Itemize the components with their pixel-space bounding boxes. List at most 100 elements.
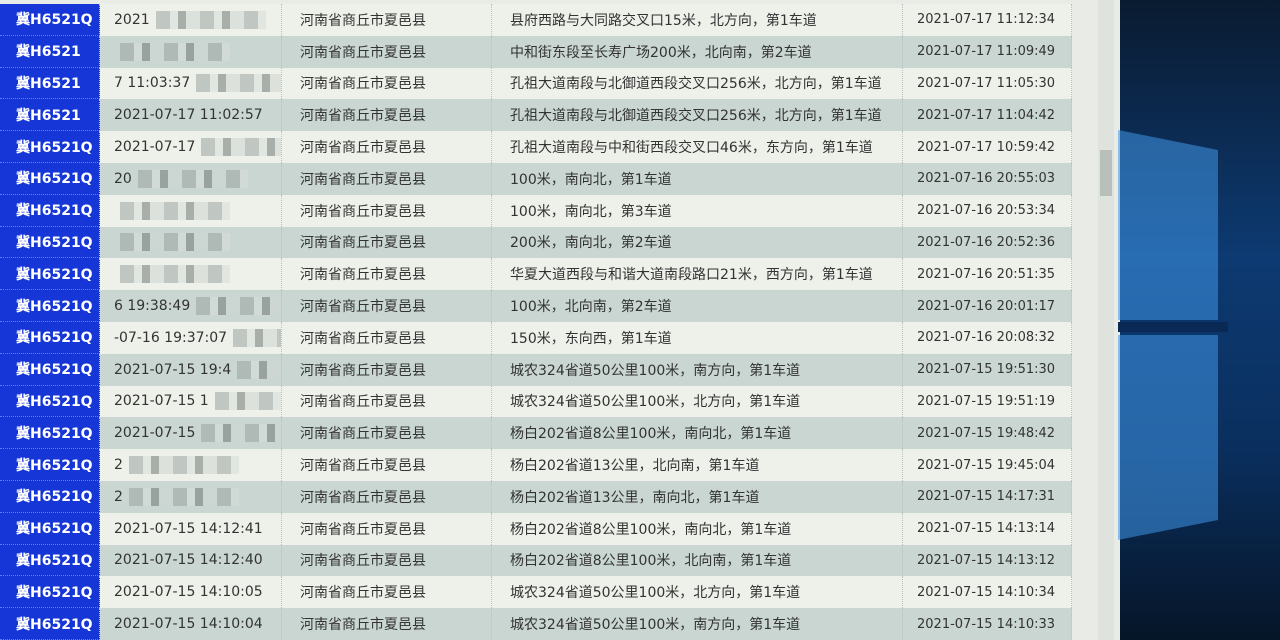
redaction-mosaic	[137, 169, 248, 188]
record-time-cell: 2021-07-16 20:53:34	[903, 194, 1072, 227]
capture-time-cell-text: -07-16 19:37:07	[114, 329, 228, 346]
record-time-cell: 2021-07-15 14:13:14	[903, 512, 1072, 545]
table-row[interactable]: 冀H6521 7 11:03:37 河南省商丘市夏邑县 孔祖大道南段与北御道西段交叉口…	[0, 67, 1072, 100]
plate-cell-text: 冀H6521Q	[16, 266, 93, 283]
location-cell-text: 城农324省道50公里100米，北方向，第1车道	[510, 585, 801, 602]
table-row[interactable]: 冀H6521Q 2 河南省商丘市夏邑县 杨白202省道13公里，北向南，第1车道 202…	[0, 449, 1072, 481]
plate-cell: 冀H6521Q	[0, 353, 100, 386]
location-cell-text: 杨白202省道13公里，南向北，第1车道	[510, 489, 760, 506]
plate-cell-text: 冀H6521Q	[16, 298, 93, 315]
region-cell-text: 河南省商丘市夏邑县	[300, 521, 426, 538]
plate-cell-text: 冀H6521Q	[16, 330, 93, 347]
record-time-cell-text: 2021-07-16 20:51:35	[917, 266, 1056, 282]
redaction-mosaic	[120, 233, 230, 252]
capture-time-cell-text: 2021-07-17	[114, 139, 196, 156]
location-cell-text: 杨白202省道13公里，北向南，第1车道	[510, 458, 760, 475]
vertical-scrollbar[interactable]	[1098, 0, 1114, 640]
table-row[interactable]: 冀H6521Q 2021-07-15 14:12:41 河南省商丘市夏邑县 杨白202…	[0, 512, 1072, 545]
redaction-mosaic	[155, 10, 266, 29]
table-row[interactable]: 冀H6521Q 2021-07-15 14:10:05 河南省商丘市夏邑县 城农324…	[0, 576, 1072, 609]
windows-logo-icon	[1118, 130, 1228, 540]
region-cell-text: 河南省商丘市夏邑县	[300, 617, 426, 634]
table-row[interactable]: 冀H6521Q 6 19:38:49 河南省商丘市夏邑县 100米，北向南，第2车道 2…	[0, 290, 1072, 322]
region-cell-text: 河南省商丘市夏邑县	[300, 140, 426, 157]
capture-time-cell: -07-16 19:37:07	[100, 321, 282, 354]
capture-time-cell-text: 7 11:03:37	[114, 75, 191, 92]
plate-cell: 冀H6521Q	[0, 290, 100, 322]
table-row[interactable]: 冀H6521Q 2021 河南省商丘市夏邑县 县府西路与大同路交叉口15米，北方向，第…	[0, 4, 1072, 36]
table-row[interactable]: 冀H6521 2021-07-17 11:02:57 河南省商丘市夏邑县 孔祖大道南段…	[0, 99, 1072, 132]
capture-time-cell: 2021-07-15 14:10:04	[100, 608, 282, 640]
table-row[interactable]: 冀H6521Q 2 河南省商丘市夏邑县 杨白202省道13公里，南向北，第1车道 202…	[0, 480, 1072, 513]
region-cell-text: 河南省商丘市夏邑县	[300, 362, 426, 379]
capture-time-cell-text: 2021	[114, 11, 150, 28]
redaction-mosaic	[128, 487, 239, 506]
region-cell: 河南省商丘市夏邑县	[282, 194, 492, 227]
table-row[interactable]: 冀H6521Q 河南省商丘市夏邑县 200米，南向北，第2车道 2021-07-16 …	[0, 226, 1072, 259]
capture-time-cell-text: 2021-07-15 1	[114, 393, 209, 410]
region-cell-text: 河南省商丘市夏邑县	[300, 203, 426, 220]
redaction-mosaic	[201, 424, 281, 443]
record-time-cell: 2021-07-16 20:01:17	[903, 290, 1072, 322]
location-cell: 杨白202省道13公里，南向北，第1车道	[492, 480, 903, 513]
location-cell: 孔祖大道南段与中和街西段交叉口46米，东方向，第1车道	[492, 131, 903, 163]
table-row[interactable]: 冀H6521Q 2021-07-15 14:12:40 河南省商丘市夏邑县 杨白202…	[0, 544, 1072, 577]
location-cell-text: 华夏大道西段与和谐大道南段路口21米，西方向，第1车道	[510, 267, 873, 284]
capture-time-cell: 6 19:38:49	[100, 290, 282, 322]
table-row[interactable]: 冀H6521Q 河南省商丘市夏邑县 华夏大道西段与和谐大道南段路口21米，西方向，第…	[0, 258, 1072, 291]
location-cell-text: 中和街东段至长寿广场200米，北向南，第2车道	[510, 44, 812, 61]
table-row[interactable]: 冀H6521Q 2021-07-15 1 河南省商丘市夏邑县 城农324省道50公里1…	[0, 385, 1072, 418]
redaction-mosaic	[120, 201, 230, 220]
record-time-cell-text: 2021-07-16 20:55:03	[917, 171, 1056, 187]
plate-cell: 冀H6521	[0, 35, 100, 68]
plate-cell: 冀H6521Q	[0, 480, 100, 513]
record-time-cell-text: 2021-07-16 20:52:36	[917, 234, 1056, 250]
record-time-cell-text: 2021-07-15 19:51:19	[917, 393, 1056, 409]
plate-cell: 冀H6521Q	[0, 4, 100, 36]
region-cell: 河南省商丘市夏邑县	[282, 99, 492, 132]
capture-time-cell	[100, 194, 282, 227]
capture-time-cell-text: 2	[114, 488, 123, 505]
capture-time-cell-text: 2021-07-15 19:4	[114, 361, 232, 378]
plate-cell: 冀H6521Q	[0, 162, 100, 195]
capture-time-cell: 7 11:03:37	[100, 67, 282, 100]
table-row[interactable]: 冀H6521Q 2021-07-15 19:4 河南省商丘市夏邑县 城农324省道50…	[0, 353, 1072, 386]
record-time-cell: 2021-07-15 14:17:31	[903, 480, 1072, 513]
location-cell-text: 县府西路与大同路交叉口15米，北方向，第1车道	[510, 12, 817, 29]
location-cell-text: 孔祖大道南段与北御道西段交叉口256米，北方向，第1车道	[510, 76, 882, 93]
scrollbar-thumb[interactable]	[1100, 150, 1112, 196]
location-cell: 城农324省道50公里100米，北方向，第1车道	[492, 576, 903, 609]
record-time-cell: 2021-07-16 20:51:35	[903, 258, 1072, 291]
table-row[interactable]: 冀H6521Q -07-16 19:37:07 河南省商丘市夏邑县 150米，东向西，…	[0, 321, 1072, 354]
table-row[interactable]: 冀H6521Q 20 河南省商丘市夏邑县 100米，南向北，第1车道 2021-07-1…	[0, 162, 1072, 195]
record-time-cell: 2021-07-15 14:10:33	[903, 608, 1072, 640]
record-time-cell: 2021-07-15 14:10:34	[903, 576, 1072, 609]
redaction-mosaic	[233, 328, 281, 347]
location-cell: 杨白202省道13公里，北向南，第1车道	[492, 449, 903, 481]
plate-cell: 冀H6521Q	[0, 226, 100, 259]
redaction-mosaic	[196, 297, 281, 316]
table-row[interactable]: 冀H6521Q 河南省商丘市夏邑县 100米，南向北，第3车道 2021-07-16 …	[0, 194, 1072, 227]
record-time-cell-text: 2021-07-15 14:13:12	[917, 552, 1056, 568]
table-row[interactable]: 冀H6521 河南省商丘市夏邑县 中和街东段至长寿广场200米，北向南，第2车道 20…	[0, 35, 1072, 68]
redaction-mosaic	[128, 456, 239, 475]
plate-cell-text: 冀H6521Q	[16, 425, 93, 442]
region-cell-text: 河南省商丘市夏邑县	[300, 553, 426, 570]
capture-time-cell-text: 6 19:38:49	[114, 298, 191, 315]
region-cell-text: 河南省商丘市夏邑县	[300, 76, 426, 93]
region-cell: 河南省商丘市夏邑县	[282, 67, 492, 100]
table-row[interactable]: 冀H6521Q 2021-07-15 14:10:04 河南省商丘市夏邑县 城农324…	[0, 608, 1072, 640]
location-cell: 100米，南向北，第1车道	[492, 162, 903, 195]
location-cell: 杨白202省道8公里100米，南向北，第1车道	[492, 512, 903, 545]
record-time-cell: 2021-07-16 20:52:36	[903, 226, 1072, 259]
table-row[interactable]: 冀H6521Q 2021-07-15 河南省商丘市夏邑县 杨白202省道8公里100米…	[0, 417, 1072, 450]
redaction-mosaic	[120, 265, 230, 284]
region-cell: 河南省商丘市夏邑县	[282, 353, 492, 386]
capture-time-cell: 2	[100, 480, 282, 513]
table-row[interactable]: 冀H6521Q 2021-07-17 河南省商丘市夏邑县 孔祖大道南段与中和街西段交叉…	[0, 131, 1072, 163]
plate-cell-text: 冀H6521Q	[16, 393, 93, 410]
app-window: 冀H6521Q 2021 河南省商丘市夏邑县 县府西路与大同路交叉口15米，北方向，第…	[0, 0, 1120, 640]
plate-cell: 冀H6521Q	[0, 576, 100, 609]
capture-time-cell: 2021-07-15 1	[100, 385, 282, 418]
location-cell: 100米，北向南，第2车道	[492, 290, 903, 322]
